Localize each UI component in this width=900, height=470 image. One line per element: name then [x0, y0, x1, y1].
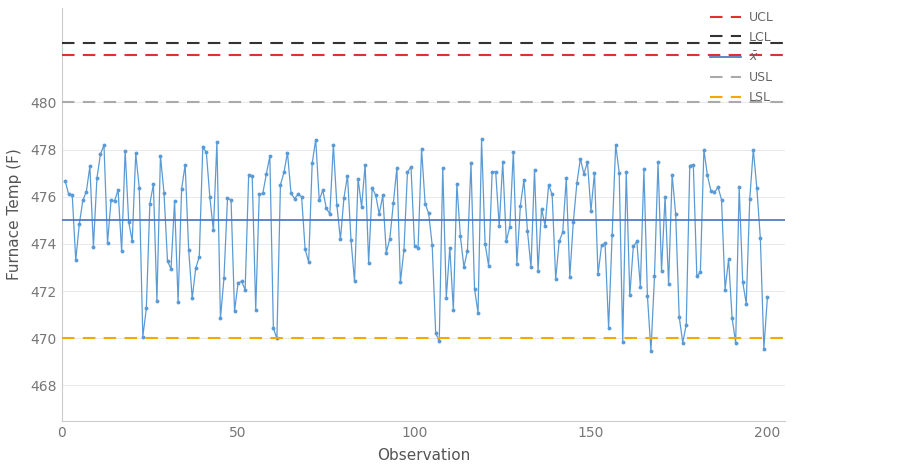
Legend: UCL, LCL, $\bar{x}$, USL, LSL: UCL, LCL, $\bar{x}$, USL, LSL: [706, 6, 778, 109]
X-axis label: Observation: Observation: [377, 448, 470, 463]
Y-axis label: Furnace Temp (F): Furnace Temp (F): [7, 149, 22, 280]
